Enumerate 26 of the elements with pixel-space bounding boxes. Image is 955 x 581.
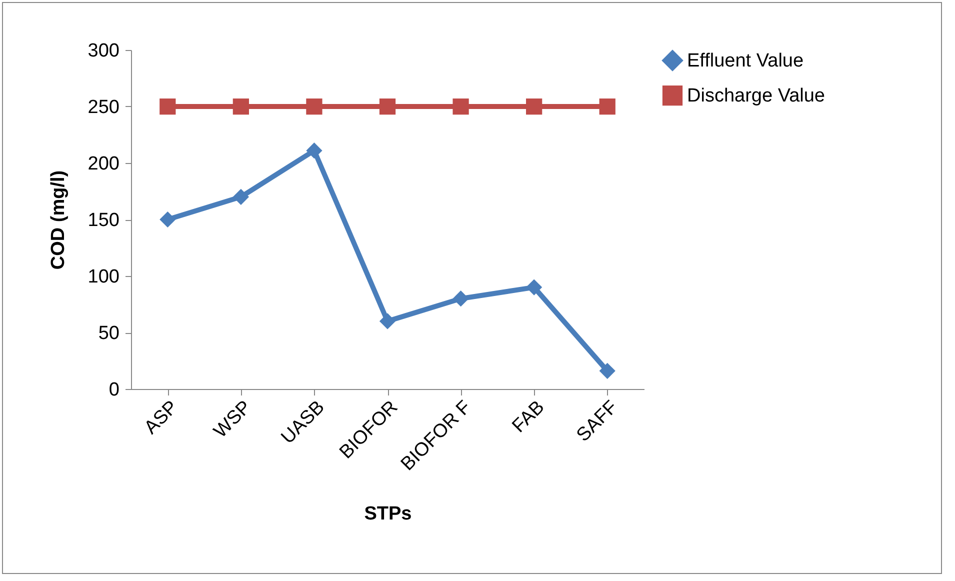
y-axis-title: COD (mg/l) (48, 170, 69, 270)
legend-label: Effluent Value (687, 50, 804, 72)
legend-label: Discharge Value (687, 86, 826, 106)
y-tick-label: 250 (88, 97, 120, 118)
y-tick-label: 300 (88, 40, 120, 62)
point (160, 98, 176, 115)
point (599, 362, 616, 379)
y-tick-label: 150 (88, 210, 120, 231)
point (160, 211, 176, 228)
point (306, 142, 322, 159)
x-axis-title: STPs (364, 503, 412, 524)
point (232, 188, 249, 205)
point (379, 313, 396, 330)
x-tick-label: FAB (508, 396, 549, 438)
point (306, 98, 322, 115)
point (452, 290, 469, 307)
y-tick-label: 50 (98, 323, 120, 344)
y-tick-label: 200 (88, 154, 120, 174)
y-tick-label: 100 (88, 266, 120, 288)
point (526, 98, 542, 115)
y-tick-label: 0 (108, 380, 120, 400)
point (379, 98, 396, 115)
point (526, 279, 542, 296)
point (599, 98, 616, 115)
point (232, 98, 249, 115)
point (452, 98, 469, 115)
